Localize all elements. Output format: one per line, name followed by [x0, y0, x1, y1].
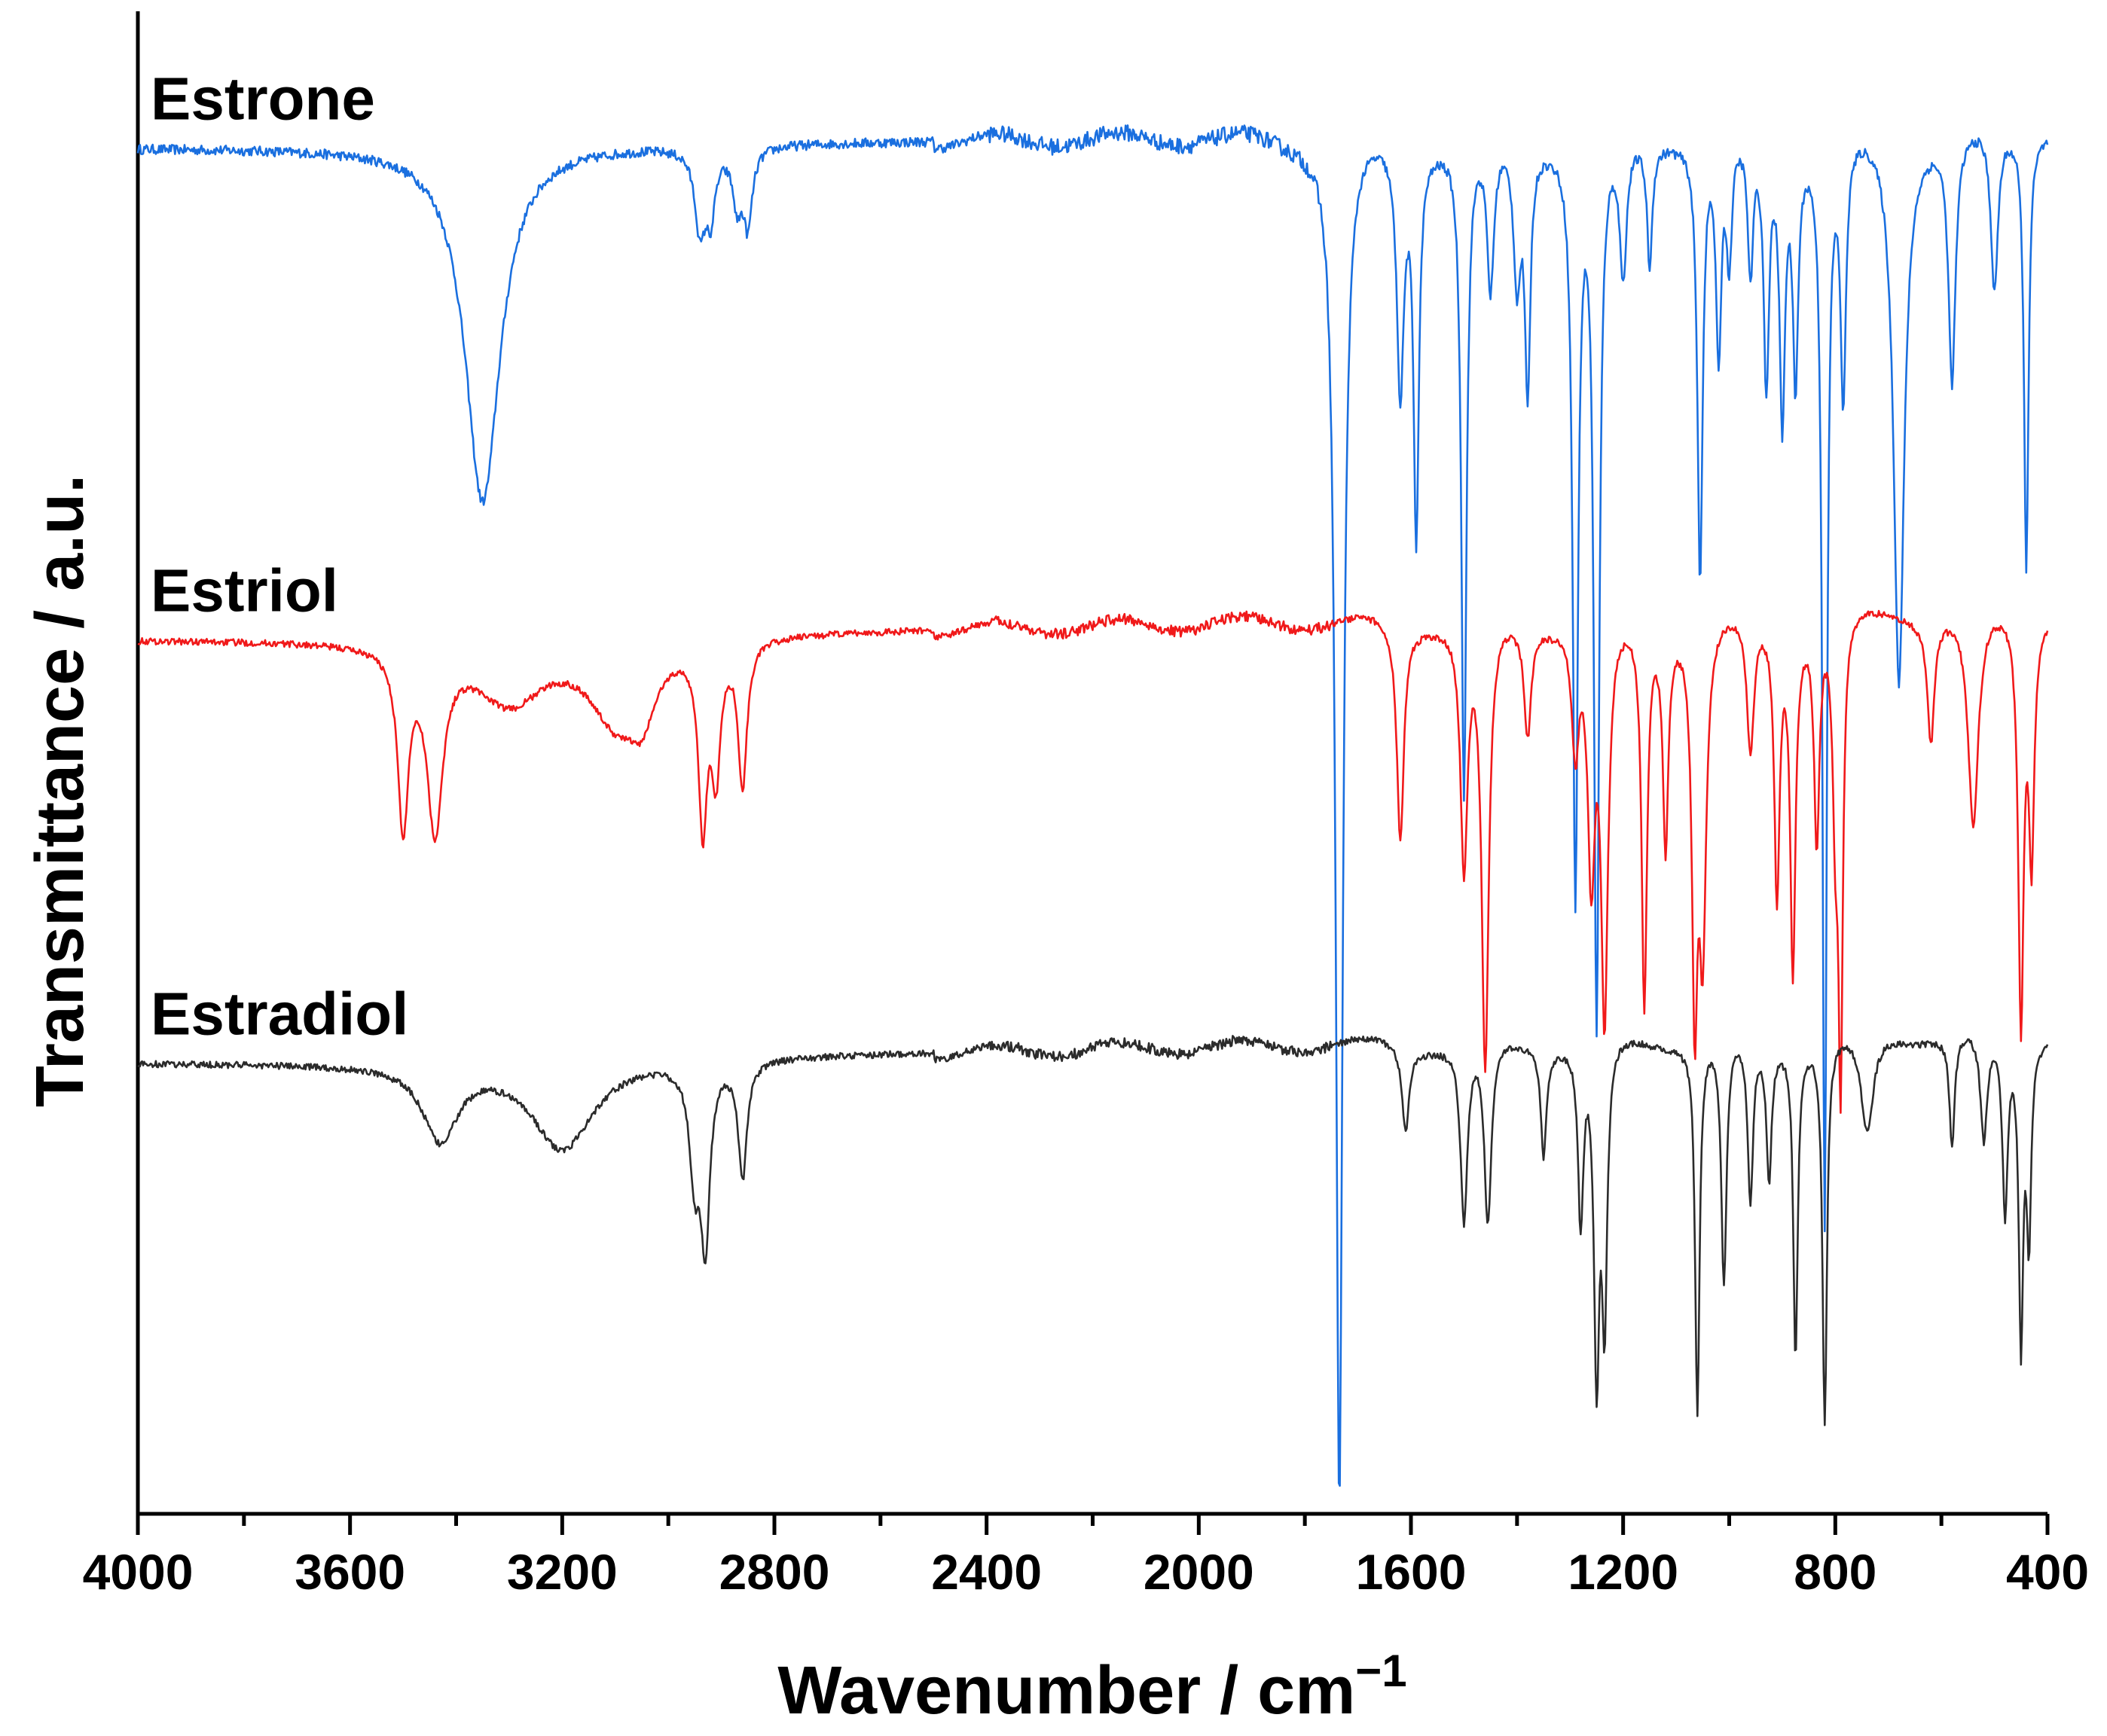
x-tick-label: 3200: [507, 1544, 618, 1600]
x-tick-label: 2400: [931, 1544, 1042, 1600]
x-tick-label: 4000: [83, 1544, 194, 1600]
x-tick-label: 1200: [1568, 1544, 1678, 1600]
series-label-estradiol: Estradiol: [151, 981, 408, 1048]
series-line-estrone: [136, 124, 2049, 1487]
x-tick-label: 2000: [1144, 1544, 1254, 1600]
x-tick-label: 400: [2006, 1544, 2089, 1600]
series-line-estriol: [137, 609, 2049, 1114]
x-tick-label: 1600: [1356, 1544, 1467, 1600]
axes: 4000 3600 3200 2800 2400 2000 1600 1200 800 400: [83, 11, 2089, 1600]
traces: [136, 124, 2049, 1487]
series-line-estradiol: [137, 1035, 2049, 1426]
x-tick-label: 3600: [295, 1544, 405, 1600]
x-axis-title: Wavenumber / cm−1: [777, 1646, 1406, 1728]
x-tick-label: 2800: [719, 1544, 830, 1600]
x-tick-label: 800: [1794, 1544, 1876, 1600]
series-label-estrone: Estrone: [151, 65, 375, 132]
series-labels: Estrone Estriol Estradiol: [151, 65, 408, 1047]
series-label-estriol: Estriol: [151, 557, 338, 624]
y-axis-title: Transmittance / a.u.: [23, 474, 98, 1107]
